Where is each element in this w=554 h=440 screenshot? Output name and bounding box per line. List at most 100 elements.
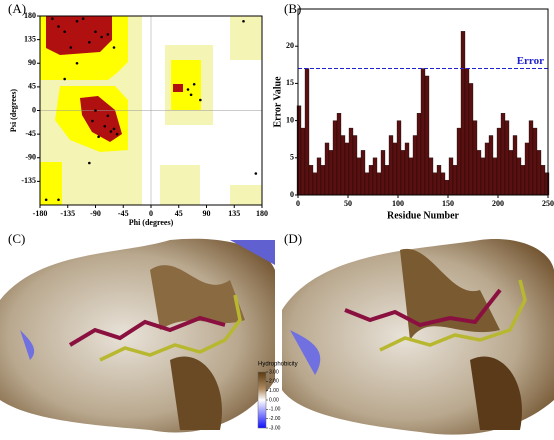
bar — [304, 68, 310, 196]
bar — [332, 120, 338, 196]
x-tick-label: 0 — [296, 199, 300, 208]
x-tick-label: -135 — [60, 209, 75, 218]
bar — [496, 127, 502, 196]
point — [63, 77, 66, 81]
point — [69, 46, 73, 49]
bar — [500, 113, 506, 196]
bar — [340, 135, 346, 196]
bar — [492, 157, 498, 196]
point — [100, 35, 103, 39]
bar — [412, 135, 418, 196]
bar — [344, 142, 350, 196]
point — [88, 161, 91, 165]
bar — [480, 157, 486, 196]
y-axis-label: Error Value — [272, 76, 283, 128]
x-tick-label: -45 — [118, 209, 129, 218]
bar — [472, 120, 478, 196]
surface-c — [0, 238, 275, 440]
bar — [488, 135, 494, 196]
x-tick-label: -90 — [90, 209, 101, 218]
bar — [452, 165, 458, 196]
panel-label: (A) — [8, 1, 26, 16]
threshold-label: Error — [517, 55, 544, 67]
plot-frame — [297, 8, 549, 196]
point — [75, 61, 79, 65]
point — [112, 46, 116, 49]
bar — [456, 127, 462, 196]
point — [189, 93, 193, 97]
colorbar-title: Hydrophobicity — [258, 362, 298, 368]
colorbar-tick-label: 1.00 — [269, 388, 279, 394]
bar — [324, 142, 330, 196]
point — [199, 98, 202, 102]
bar — [384, 165, 390, 196]
bar — [364, 172, 370, 196]
bar — [536, 150, 542, 196]
bar — [540, 165, 546, 196]
colorbar — [257, 371, 267, 429]
point — [254, 172, 258, 175]
x-tick-label: 45 — [175, 209, 183, 218]
bar — [404, 142, 410, 196]
bar — [524, 142, 530, 196]
ramachandran-regions — [39, 15, 263, 206]
point — [242, 19, 245, 23]
bar — [532, 127, 538, 196]
bar — [312, 172, 318, 196]
point — [91, 119, 94, 123]
y-tick-label: 0 — [32, 105, 36, 114]
point — [94, 30, 97, 34]
bar — [476, 150, 482, 196]
colorbar-tick-label: 3.00 — [269, 369, 279, 375]
bar — [320, 165, 326, 196]
x-tick-label: 135 — [228, 209, 240, 218]
bar — [468, 83, 474, 196]
bar — [316, 157, 322, 196]
y-tick-label: -45 — [25, 129, 36, 138]
point — [97, 135, 100, 139]
bar — [376, 172, 382, 196]
point — [115, 132, 119, 136]
bar — [448, 157, 454, 196]
bar — [464, 68, 470, 196]
bar — [328, 150, 334, 196]
colorbar-tick-label: 2.00 — [269, 379, 279, 385]
bar — [400, 150, 406, 196]
y-tick-label: 15 — [286, 78, 294, 87]
y-tick-label: 20 — [286, 41, 294, 50]
point — [51, 17, 54, 20]
bar — [440, 172, 446, 196]
bar — [392, 142, 398, 196]
point — [106, 33, 110, 36]
bar — [388, 135, 394, 196]
bar — [352, 135, 358, 196]
y-tick-label: -135 — [21, 176, 36, 185]
x-tick-label: -180 — [33, 209, 48, 218]
bar — [420, 68, 426, 196]
bar — [408, 157, 414, 196]
bar — [308, 165, 314, 196]
bar — [372, 157, 378, 196]
bar — [508, 150, 514, 196]
bar — [460, 31, 466, 196]
x-tick-label: 150 — [442, 199, 454, 208]
bar — [516, 157, 522, 196]
point — [103, 124, 107, 128]
bar — [444, 179, 450, 196]
y-tick-label: 135 — [24, 34, 36, 43]
x-tick-label: 180 — [256, 209, 268, 218]
bar — [348, 127, 354, 196]
surface-d — [282, 239, 554, 435]
point — [57, 198, 60, 202]
bar — [416, 113, 422, 196]
y-tick-label: -90 — [25, 153, 36, 162]
point — [186, 88, 190, 91]
x-axis-label: Phi (degrees) — [129, 218, 174, 227]
colorbar-tick-label: -1.00 — [269, 407, 281, 413]
y-tick-label: 45 — [28, 82, 36, 91]
bar — [360, 150, 366, 196]
y-tick-label: 10 — [286, 115, 294, 124]
bar — [432, 172, 438, 196]
point — [44, 198, 48, 202]
